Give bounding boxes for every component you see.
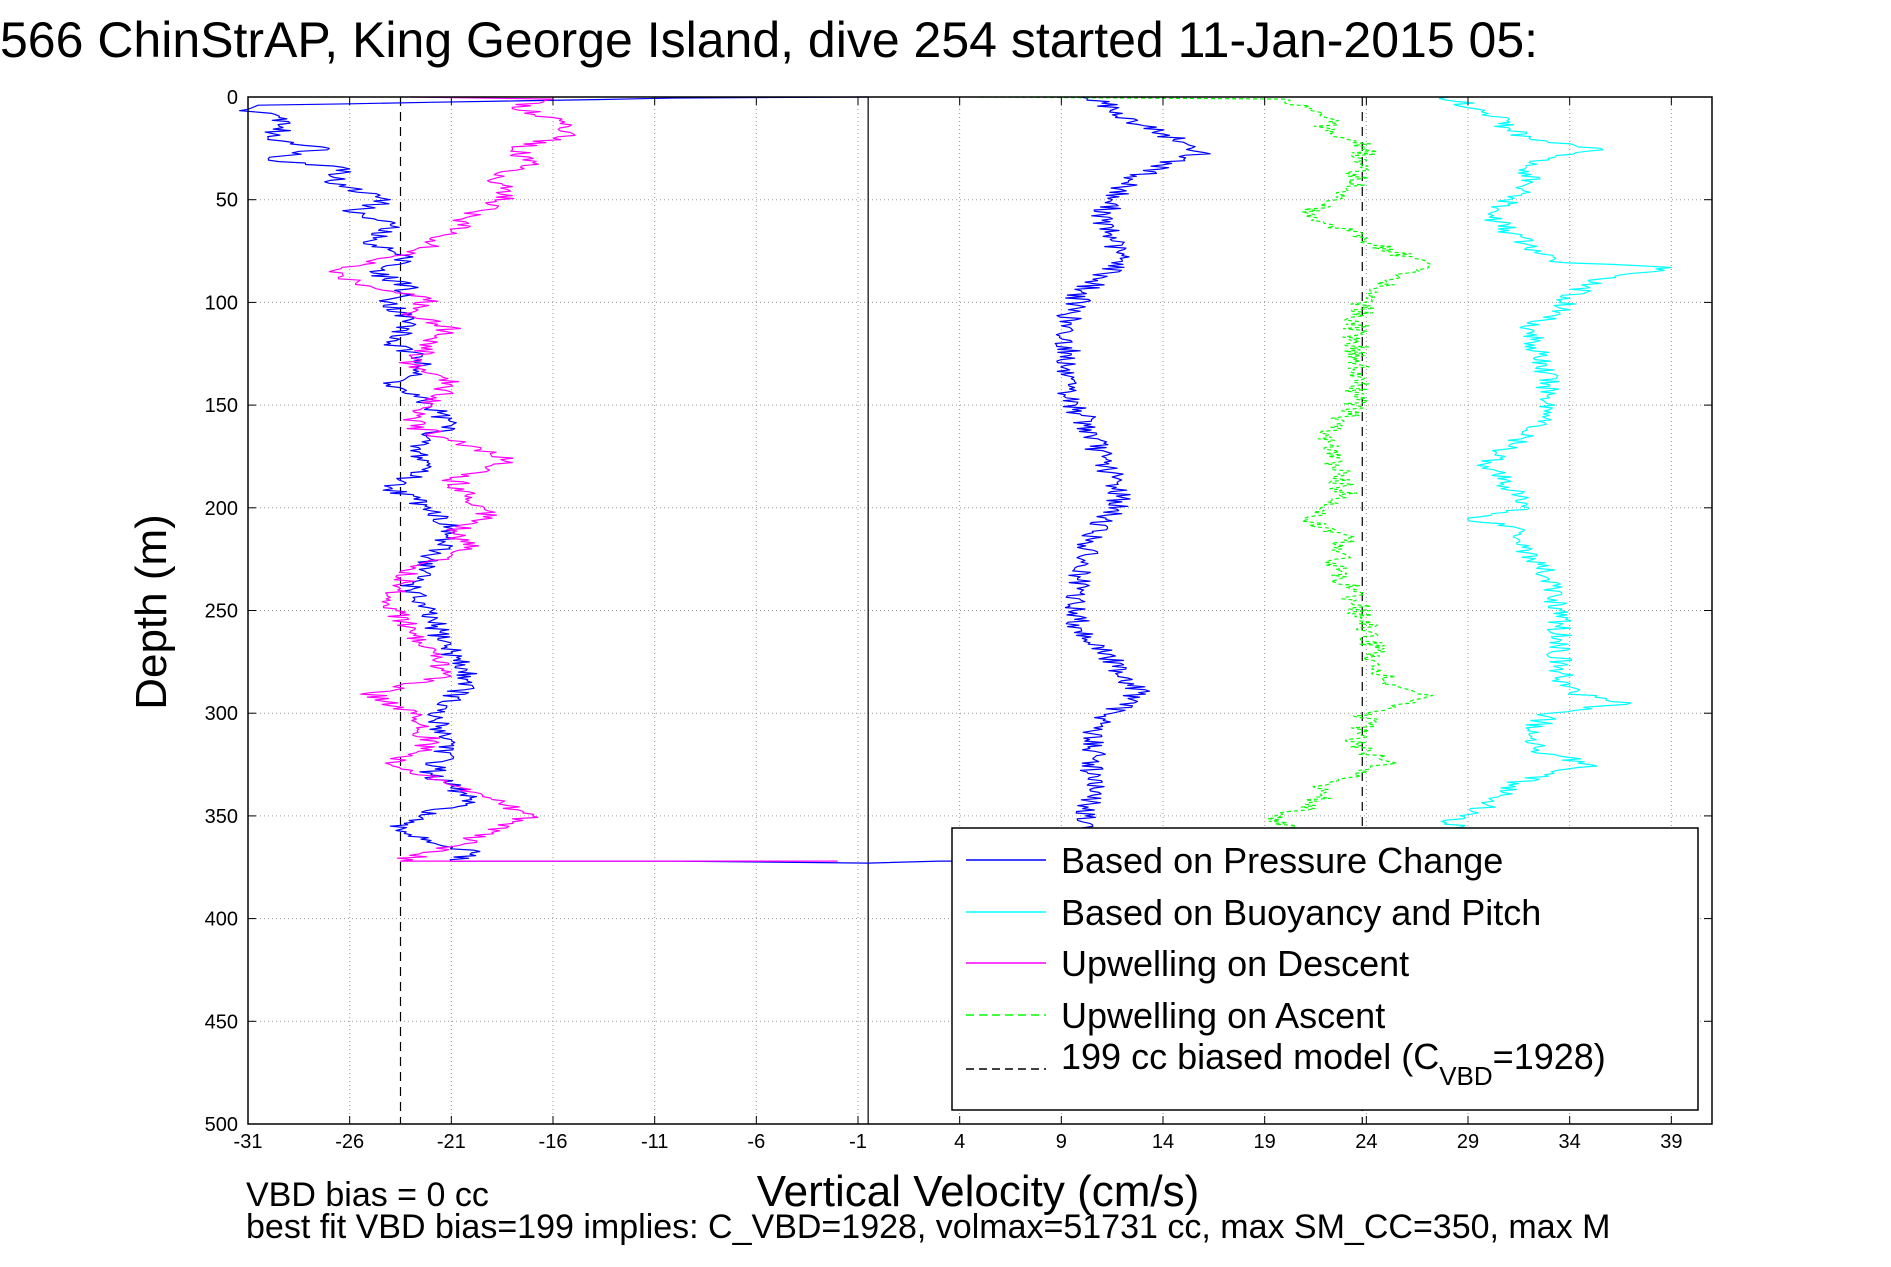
- chart-title: 566 ChinStrAP, King George Island, dive …: [0, 12, 1538, 68]
- x-tick-label: -26: [335, 1131, 364, 1153]
- x-tick-label: -6: [747, 1131, 765, 1153]
- x-tick-label: -11: [641, 1131, 668, 1153]
- legend-label-ascent: Upwelling on Ascent: [1061, 995, 1385, 1036]
- footnote-best-fit: best fit VBD bias=199 implies: C_VBD=192…: [246, 1208, 1610, 1246]
- x-tick-label: 4: [954, 1131, 965, 1153]
- x-axis-label: Vertical Velocity (cm/s): [757, 1167, 1200, 1216]
- axis-ticks: -31 -26 -21 -16 -11 -6 -1 4 9 14 19 24 29 34 39 0 50 100 1…: [205, 87, 1712, 1153]
- legend-label-biased-model: 199 cc biased model (CVBD=1928): [1061, 1036, 1606, 1091]
- legend-label-buoyancy: Based on Buoyancy and Pitch: [1061, 892, 1541, 933]
- y-tick-label: 150: [205, 395, 238, 417]
- y-axis-label: Depth (m): [127, 514, 176, 710]
- x-tick-label: -31: [234, 1131, 263, 1153]
- x-tick-label: 24: [1355, 1131, 1377, 1153]
- series-line-based-on-buoyancy-and-pitch: [1438, 96, 1672, 833]
- legend-label-biased-end: =1928): [1493, 1036, 1606, 1077]
- legend-label-biased-main: 199 cc biased model (C: [1061, 1036, 1439, 1077]
- legend-box: [951, 827, 1699, 1111]
- x-tick-label: 34: [1559, 1131, 1581, 1153]
- y-tick-label: 100: [205, 292, 238, 314]
- y-tick-label: 350: [205, 806, 238, 828]
- x-tick-label: 19: [1254, 1131, 1276, 1153]
- data-series: [239, 96, 1672, 864]
- y-tick-label: 400: [205, 909, 238, 931]
- y-tick-label: 250: [205, 601, 238, 623]
- legend: Based on Pressure Change Based on Buoyan…: [951, 827, 1699, 1111]
- x-tick-label: 39: [1660, 1131, 1682, 1153]
- series-line-based-on-pressure-change: [239, 96, 980, 864]
- series-line-upwelling-on-ascent: [979, 96, 1434, 833]
- y-tick-label: 50: [216, 190, 238, 212]
- x-tick-label: 9: [1056, 1131, 1067, 1153]
- footnote-vbd-bias: VBD bias = 0 cc: [246, 1176, 489, 1214]
- legend-label-descent: Upwelling on Descent: [1061, 943, 1409, 984]
- y-tick-label: 450: [205, 1011, 238, 1033]
- x-tick-label: -16: [539, 1131, 568, 1153]
- legend-label-biased-sub: VBD: [1439, 1061, 1492, 1091]
- y-tick-label: 200: [205, 498, 238, 520]
- y-tick-label: 500: [205, 1114, 238, 1136]
- y-tick-label: 0: [227, 87, 238, 109]
- legend-label-pressure: Based on Pressure Change: [1061, 840, 1503, 881]
- y-tick-label: 300: [205, 703, 238, 725]
- x-tick-label: -1: [849, 1131, 867, 1153]
- x-tick-label: 14: [1152, 1131, 1174, 1153]
- series-line-upwelling-on-descent: [328, 96, 838, 862]
- x-tick-label: 29: [1457, 1131, 1479, 1153]
- x-tick-label: -21: [437, 1131, 466, 1153]
- series-line-based-on-pressure-change: [1054, 96, 1211, 833]
